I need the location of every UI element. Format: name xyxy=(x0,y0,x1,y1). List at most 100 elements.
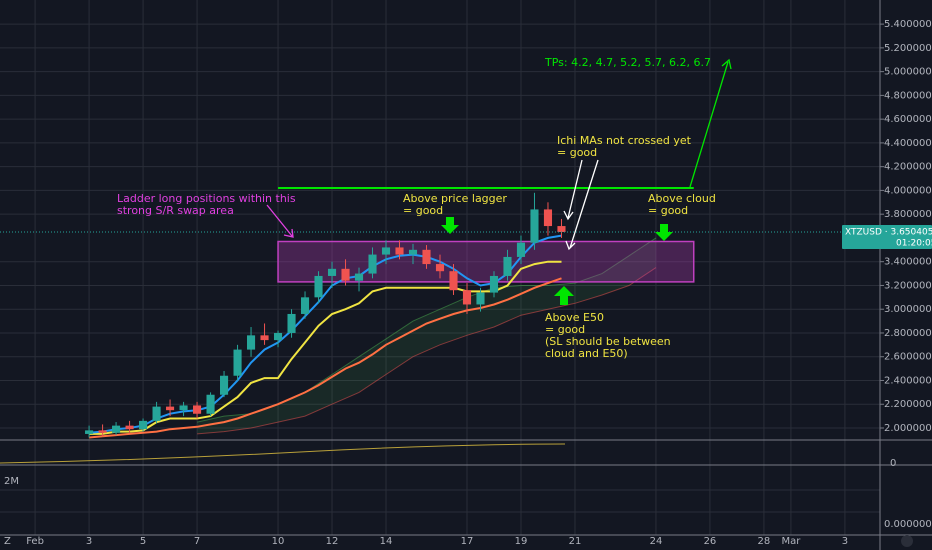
x-tick-label: 17 xyxy=(461,536,474,547)
candle-body xyxy=(287,313,296,333)
price-tag xyxy=(842,224,932,249)
y-tick-label: 2.8000000 xyxy=(884,328,932,339)
candle-body xyxy=(125,425,134,430)
candle-body xyxy=(139,420,148,430)
indicator-line xyxy=(89,277,562,439)
candle-body xyxy=(381,247,391,255)
y-tick-label: 2.4000000 xyxy=(884,375,932,386)
candle-body xyxy=(85,430,94,434)
indicator-line xyxy=(89,234,562,434)
candle-body xyxy=(408,249,418,255)
annotation: Ladder long positions within this xyxy=(117,192,296,205)
candle-body xyxy=(327,268,337,276)
candle-body xyxy=(179,405,188,411)
sr-zone xyxy=(277,240,695,283)
candle-body xyxy=(354,273,364,281)
candle-body xyxy=(435,264,445,272)
candle-body xyxy=(530,209,539,243)
y-tick-label: 5.0000000 xyxy=(884,67,932,78)
candle-body xyxy=(543,209,553,227)
y-tick-label: 5.4000000 xyxy=(884,19,932,30)
y-tick-label: 2.6000000 xyxy=(884,352,932,363)
candle-body xyxy=(476,292,485,305)
annotation: = good xyxy=(403,204,443,217)
candle-body xyxy=(503,256,512,276)
annotation: = good xyxy=(557,146,597,159)
candle-body xyxy=(166,406,175,411)
candle-body xyxy=(314,275,323,298)
lower-pane-tick: 0.0000000 xyxy=(884,519,932,530)
x-tick-label: 21 xyxy=(569,536,582,547)
plot xyxy=(0,187,880,439)
y-tick-label: 4.4000000 xyxy=(884,138,932,149)
candle-body xyxy=(112,425,121,433)
x-tick-label: 24 xyxy=(650,536,663,547)
x-tick-label: 28 xyxy=(758,536,771,547)
y-tick-label: 4.6000000 xyxy=(884,114,932,125)
candle-body xyxy=(233,349,242,376)
candle-body xyxy=(368,254,377,274)
annotation: Above cloud xyxy=(648,192,716,205)
y-tick-label: 3.8000000 xyxy=(884,209,932,220)
x-tick-label: 14 xyxy=(380,536,393,547)
settings-button[interactable] xyxy=(901,535,913,547)
candle-body xyxy=(462,290,472,305)
volume-line xyxy=(0,443,566,464)
candle-body xyxy=(193,405,202,414)
price-tag-label: XTZUSD · 3.6504054 xyxy=(845,227,932,237)
logo: Z xyxy=(4,536,11,547)
candle-body xyxy=(273,332,283,341)
annotation: Above E50 xyxy=(545,311,604,324)
indicator-line xyxy=(89,260,562,435)
y-tick-label: 3.2000000 xyxy=(884,280,932,291)
annotation: strong S/R swap area xyxy=(117,204,234,217)
green-arrows xyxy=(441,217,673,305)
candle-body xyxy=(220,375,229,395)
y-tick-label: 2.0000000 xyxy=(884,423,932,434)
x-tick-label: 7 xyxy=(194,536,200,547)
x-tick-label: 19 xyxy=(515,536,528,547)
y-tick-label: 4.2000000 xyxy=(884,162,932,173)
candle-body xyxy=(98,430,107,433)
annotation: Ichi MAs not crossed yet xyxy=(557,134,692,147)
annotation: (SL should be between xyxy=(545,335,671,348)
lower-pane-label: 2M xyxy=(4,476,19,487)
candle-body xyxy=(516,242,526,257)
candle-body xyxy=(152,406,161,421)
volume-tick: 0 xyxy=(890,458,896,469)
x-tick-label: 10 xyxy=(272,536,285,547)
candle-body xyxy=(206,394,215,414)
x-tick-label: 26 xyxy=(704,536,717,547)
candle-body xyxy=(260,335,269,341)
annotation: = good xyxy=(648,204,688,217)
candle-body xyxy=(395,247,404,255)
y-tick-label: 3.0000000 xyxy=(884,304,932,315)
y-tick-label: 3.4000000 xyxy=(884,257,932,268)
y-tick-label: 4.8000000 xyxy=(884,90,932,101)
x-tick-label: Mar xyxy=(781,536,801,547)
x-tick-label: 3 xyxy=(842,536,848,547)
cloud-fill xyxy=(197,237,656,434)
countdown: 01:20:05 xyxy=(896,238,932,248)
candle-body xyxy=(300,297,310,314)
x-tick-label: 3 xyxy=(86,536,92,547)
cloud-span-b xyxy=(197,267,657,435)
y-tick-label: 5.2000000 xyxy=(884,43,932,54)
annotation: cloud and E50) xyxy=(545,347,628,360)
y-tick-label: 4.0000000 xyxy=(884,185,932,196)
candle-body xyxy=(557,226,566,232)
annotation: Above price lagger xyxy=(403,192,507,205)
x-tick-label: 12 xyxy=(326,536,339,547)
annotation: = good xyxy=(545,323,585,336)
candle-body xyxy=(246,335,256,350)
y-tick-label: 2.2000000 xyxy=(884,399,932,410)
arrows xyxy=(266,58,732,251)
annotation: TPs: 4.2, 4.7, 5.2, 5.7, 6.2, 6.7 xyxy=(544,56,711,69)
candle-body xyxy=(449,271,458,291)
candle-body xyxy=(489,275,499,293)
x-tick-label: 5 xyxy=(140,536,146,547)
candle-body xyxy=(341,268,350,281)
candle-body xyxy=(422,249,431,265)
x-tick-label: Feb xyxy=(26,536,44,547)
